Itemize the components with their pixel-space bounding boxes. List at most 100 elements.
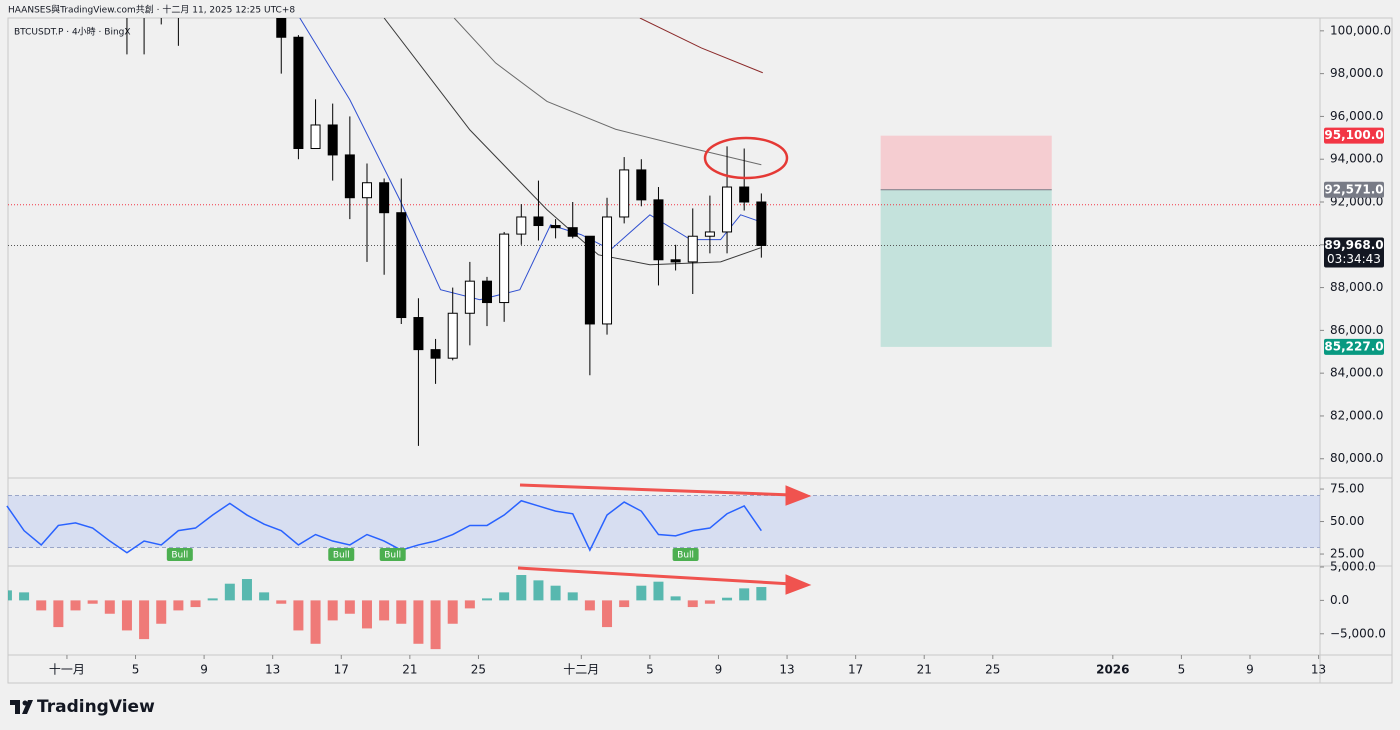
histogram-bar	[19, 592, 30, 601]
y-tick-label: 98,000.0	[1330, 66, 1383, 80]
candle-body	[293, 36, 304, 150]
rsi-line	[6, 499, 762, 554]
bull-text: Bull	[333, 551, 350, 561]
x-tick-label: 9	[715, 663, 723, 677]
histogram-bar	[447, 600, 458, 624]
price-label-box	[1324, 181, 1384, 198]
histogram-bar	[550, 585, 561, 601]
candle-body	[722, 186, 733, 233]
macd-plot	[8, 575, 767, 650]
y-tick-label: 84,000.0	[1330, 366, 1383, 380]
candle-body	[670, 259, 681, 263]
y-tick-label: 75.00	[1330, 482, 1364, 496]
bull-text: Bull	[171, 551, 188, 561]
candle-body	[653, 199, 664, 261]
y-tick-label: 88,000.0	[1330, 280, 1383, 294]
candle-body	[482, 280, 493, 304]
x-tick-label: 十二月	[563, 663, 599, 677]
candle-body	[533, 216, 544, 227]
candle-body	[430, 349, 441, 359]
candle-body	[464, 280, 475, 314]
histogram-bar	[207, 598, 218, 601]
histogram-bar	[8, 590, 12, 601]
histogram-bar	[190, 600, 201, 608]
moving-average	[383, 18, 761, 266]
histogram-bar	[241, 579, 252, 601]
y-tick-label: 5,000.0	[1330, 560, 1376, 574]
histogram-bar	[687, 600, 698, 608]
histogram-bar	[739, 588, 750, 601]
histogram-bar	[567, 592, 578, 601]
highlight-ellipse	[703, 136, 789, 180]
moving-average	[299, 18, 761, 301]
x-tick-label: 2026	[1096, 663, 1129, 677]
price-label: 85,227.0	[1324, 339, 1383, 353]
x-tick-label: 5	[132, 663, 140, 677]
candle-body	[550, 225, 561, 229]
histogram-bar	[156, 600, 167, 624]
y-tick-label: 80,000.0	[1330, 451, 1383, 465]
histogram-bar	[516, 575, 527, 601]
y-tick-label: 94,000.0	[1330, 152, 1383, 166]
bull-box	[672, 548, 699, 561]
candle-body	[619, 169, 630, 218]
candle-body	[516, 216, 527, 235]
bull-label: Bull	[672, 548, 699, 561]
x-tick-label: 17	[848, 663, 863, 677]
y-tick-label: 25.00	[1330, 547, 1364, 561]
histogram-bar	[602, 600, 613, 628]
price-label: 92,571.0	[1324, 182, 1383, 196]
bull-text: Bull	[384, 551, 401, 561]
brand: TradingView	[37, 697, 155, 717]
x-tick-label: 13	[265, 663, 280, 677]
histogram-bar	[430, 600, 441, 650]
y-tick-label: 96,000.0	[1330, 109, 1383, 123]
candle-body	[704, 231, 715, 237]
candle-body	[739, 186, 750, 203]
candle-body	[567, 227, 578, 237]
histogram-bar	[482, 598, 493, 601]
price-label-box	[1324, 237, 1384, 268]
x-tick-label: 25	[471, 663, 486, 677]
logo	[10, 700, 33, 714]
histogram-bar	[379, 600, 390, 621]
histogram-bar	[533, 580, 544, 601]
price-label: 89,968.0	[1324, 238, 1383, 252]
x-tick-label: 9	[200, 663, 208, 677]
histogram-bar	[53, 600, 64, 628]
price-label: 95,100.0	[1324, 128, 1383, 142]
histogram-bar	[276, 600, 287, 604]
price-plot	[8, 18, 1320, 446]
histogram-bar	[636, 585, 647, 601]
target-zone	[880, 189, 1052, 347]
y-tick-label: −5,000.0	[1330, 626, 1386, 640]
y-tick-label: 82,000.0	[1330, 408, 1383, 422]
candle-body	[396, 212, 407, 319]
histogram-bar	[259, 592, 270, 601]
x-tick-label: 13	[1311, 663, 1326, 677]
histogram-bar	[310, 600, 321, 644]
header-title: HAANSES與TradingView.com共創 · 十二月 11, 2025…	[8, 4, 295, 16]
candle-body	[276, 18, 287, 38]
histogram-bar	[499, 592, 510, 601]
bull-box	[166, 548, 193, 561]
bull-box	[379, 548, 406, 561]
histogram-bar	[87, 600, 98, 604]
histogram-bar	[653, 581, 664, 601]
histogram-bar	[104, 600, 115, 614]
candle-body	[447, 312, 458, 359]
candle-body	[379, 182, 390, 214]
histogram-bar	[121, 600, 132, 631]
price-label-box	[1324, 338, 1384, 355]
histogram-bar	[224, 583, 235, 601]
histogram-bar	[327, 600, 338, 621]
histogram-bar	[293, 600, 304, 631]
frame	[7, 17, 1393, 684]
x-tick-label: 9	[1246, 663, 1254, 677]
histogram-bar	[756, 587, 767, 601]
x-tick-label: 5	[646, 663, 654, 677]
histogram-bar	[704, 600, 715, 604]
y-tick-label: 86,000.0	[1330, 323, 1383, 337]
